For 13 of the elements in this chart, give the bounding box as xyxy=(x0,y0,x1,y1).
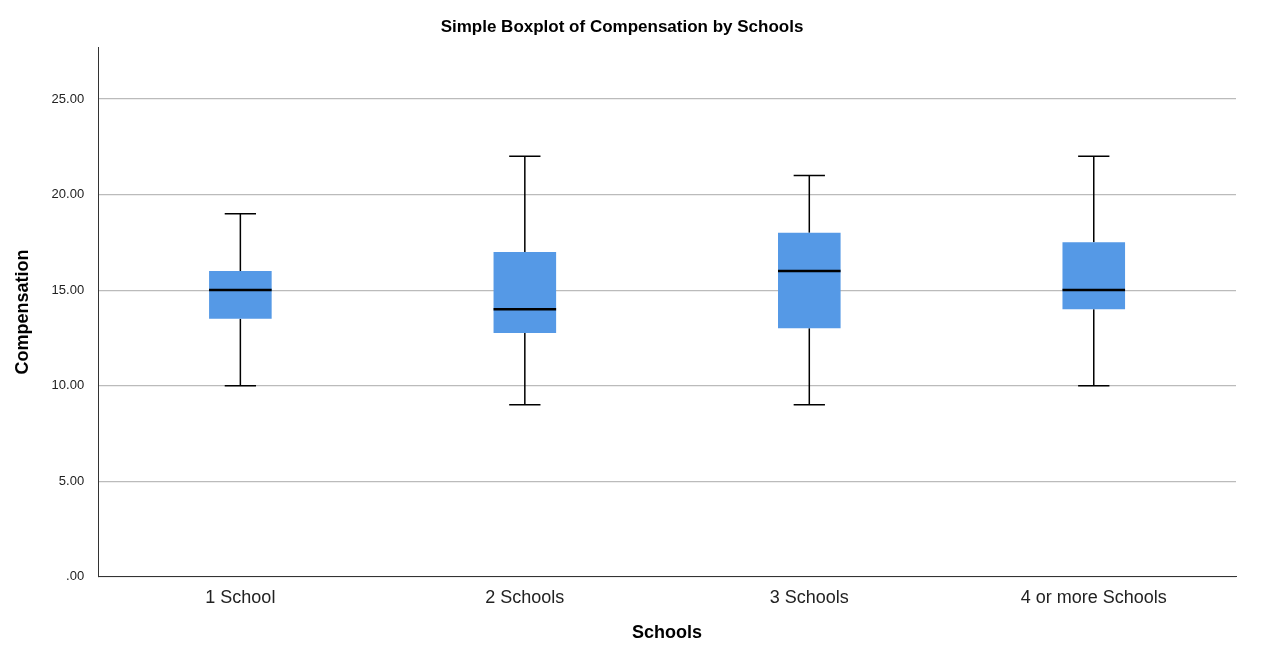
x-tick-label: 2 Schools xyxy=(485,586,565,607)
x-tick-label: 3 Schools xyxy=(769,586,849,607)
y-tick-label: .00 xyxy=(66,568,85,584)
x-axis-title: Schools xyxy=(632,622,703,643)
x-tick-label: 1 School xyxy=(205,586,276,607)
y-tick-label: 25.00 xyxy=(51,90,85,106)
chart-title: Simple Boxplot of Compensation by Schools xyxy=(440,16,804,36)
y-tick-label: 5.00 xyxy=(58,472,85,488)
y-tick-label: 15.00 xyxy=(51,281,85,297)
y-axis-title: Compensation xyxy=(11,249,32,375)
y-tick-label: 20.00 xyxy=(51,186,85,202)
y-tick-label: 10.00 xyxy=(51,377,85,393)
x-tick-label: 4 or more Schools xyxy=(1020,586,1167,607)
